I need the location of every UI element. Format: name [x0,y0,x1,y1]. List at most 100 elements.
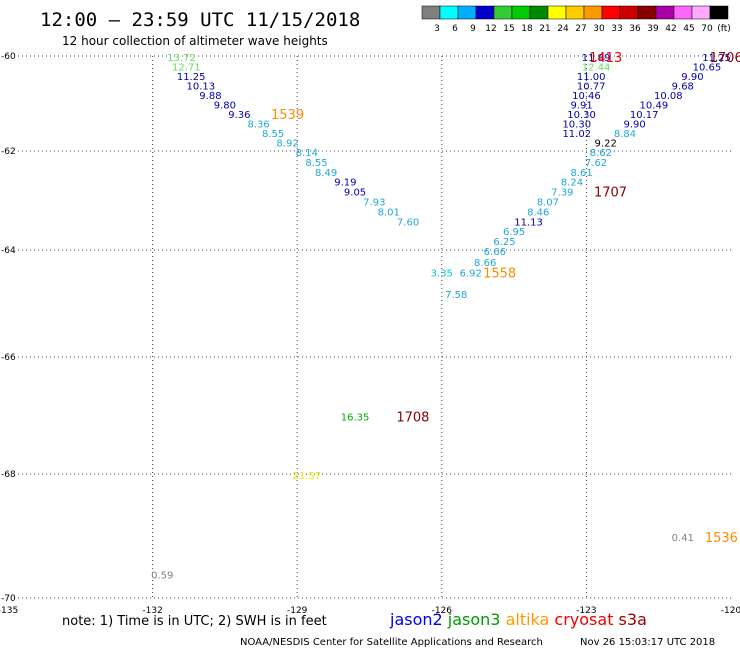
colorbar-label: 21 [539,24,550,34]
wave-height-label: 11.25 [702,53,731,64]
wave-height-label: 10.08 [654,91,683,102]
colorbar-label: 24 [557,24,569,34]
wave-height-label: 10.49 [640,100,669,111]
wave-height-label: 8.55 [305,158,327,169]
x-tick-label: -126 [432,606,453,616]
wave-height-label: 10.65 [693,62,722,73]
wave-height-label: 8.24 [561,178,583,189]
wave-height-label: 7.39 [551,188,573,199]
colorbar-swatch [493,5,513,20]
wave-height-label: 16.35 [341,413,370,424]
y-tick-label: -70 [1,594,16,604]
pass-time-label: 1536 [705,531,738,546]
legend-jason2: jason2 [389,610,443,629]
pass-time-label: 1707 [594,186,627,201]
x-tick-label: -135 [0,606,18,616]
wave-height-label: 8.46 [527,207,549,218]
wave-height-label: 10.30 [567,110,596,121]
colorbar-swatch [421,5,441,20]
colorbar-swatch [457,5,477,20]
wave-height-label: 7.93 [363,197,385,208]
wave-height-label: 11.02 [562,129,591,140]
colorbar-swatch [709,5,729,20]
pass-time-label: 1706 [710,51,740,66]
colorbar-swatch [547,5,567,20]
wave-height-label: 10.46 [572,91,601,102]
wave-height-label: 6.95 [503,227,525,238]
colorbar-label: 6 [452,24,458,34]
wave-height-label: 9.19 [334,178,356,189]
wave-height-label: 8.55 [262,129,284,140]
colorbar-swatch [583,5,603,20]
colorbar-label: 42 [665,24,676,34]
x-tick-label: -129 [287,606,308,616]
footer-credit: NOAA/NESDIS Center for Satellite Applica… [240,637,543,648]
colorbar-label: 9 [470,24,476,34]
legend-cryosat: cryosat [549,610,613,629]
pass-time-label: 1558 [483,266,516,281]
legend-s3a: s3a [613,610,646,629]
colorbar-label: 18 [521,24,533,34]
wave-height-label: 10.17 [630,110,659,121]
legend-jason3: jason3 [443,610,501,629]
colorbar-swatch [619,5,639,20]
legend-altika: altika [500,610,549,629]
colorbar-label: 27 [575,24,586,34]
wave-height-label: 7.60 [397,217,419,228]
colorbar: 3 6 9 12 15 18 21 24 27 30 33 36 39 42 45 70 (ft) [421,5,731,34]
wave-height-label: 9.68 [672,81,694,92]
y-tick-label: -64 [1,246,16,256]
chart-title: 12:00 — 23:59 UTC 11/15/2018 [40,9,360,31]
x-tick-label: -123 [576,606,596,616]
colorbar-swatch [691,5,711,20]
wave-height-label: 9.90 [681,72,703,83]
y-tick-label: -68 [1,470,16,480]
colorbar-label: 45 [683,24,694,34]
y-tick-label: -62 [1,147,16,157]
wave-height-label: 0.41 [672,533,694,544]
colorbar-label: 30 [593,24,605,34]
wave-height-label: 11.00 [577,72,606,83]
wave-height-label: 10.77 [577,81,606,92]
wave-height-label: 9.88 [199,91,221,102]
data-points: 13.7212.7111.2510.139.889.809.368.368.55… [151,53,731,581]
pass-time-label: 1539 [271,108,304,123]
wave-height-label: 9.90 [623,119,645,130]
wave-height-label: 6.25 [493,237,515,248]
colorbar-swatch [601,5,621,20]
colorbar-label: 39 [647,24,659,34]
colorbar-swatch [637,5,657,20]
wave-height-label: 0.59 [151,570,173,581]
wave-height-label: 8.36 [248,119,270,130]
wave-height-label: 13.72 [167,53,196,64]
wave-height-label: 12.44 [582,62,611,73]
colorbar-swatch [673,5,693,20]
colorbar-label: (ft) [717,24,731,34]
y-tick-label: -66 [1,353,16,363]
wave-height-label: 8.84 [614,129,636,140]
wave-height-label: 21.57 [293,471,322,482]
satellite-legend: jason2 jason3 altika cryosat s3a [389,610,647,629]
wave-height-label: 9.36 [228,110,250,121]
colorbar-label: 3 [434,24,440,34]
wave-height-label: 6.92 [460,268,482,279]
wave-height-label: 12.71 [172,62,201,73]
wave-height-label: 8.49 [315,168,337,179]
wave-height-label: 6.66 [484,247,506,258]
wave-height-label: 10.13 [186,81,215,92]
x-axis-ticks: -135 -132 -129 -126 -123 -120 [0,606,740,616]
wave-height-label: 9.80 [214,100,236,111]
colorbar-swatch [529,5,549,20]
wave-height-label: 3.35 [431,268,453,279]
time-labels: 1539 1413 1706 1707 1558 1708 1536 [271,51,740,546]
wave-height-label: 11.89 [582,53,611,64]
wave-height-label: 8.61 [570,168,592,179]
footer-date: Nov 26 15:03:17 UTC 2018 [580,637,715,648]
colorbar-swatch [511,5,531,20]
wave-height-label: 8.01 [378,207,400,218]
wave-height-label: 8.66 [474,258,496,269]
colorbar-swatch [565,5,585,20]
wave-height-label: 11.13 [514,217,543,228]
colorbar-label: 15 [503,24,514,34]
